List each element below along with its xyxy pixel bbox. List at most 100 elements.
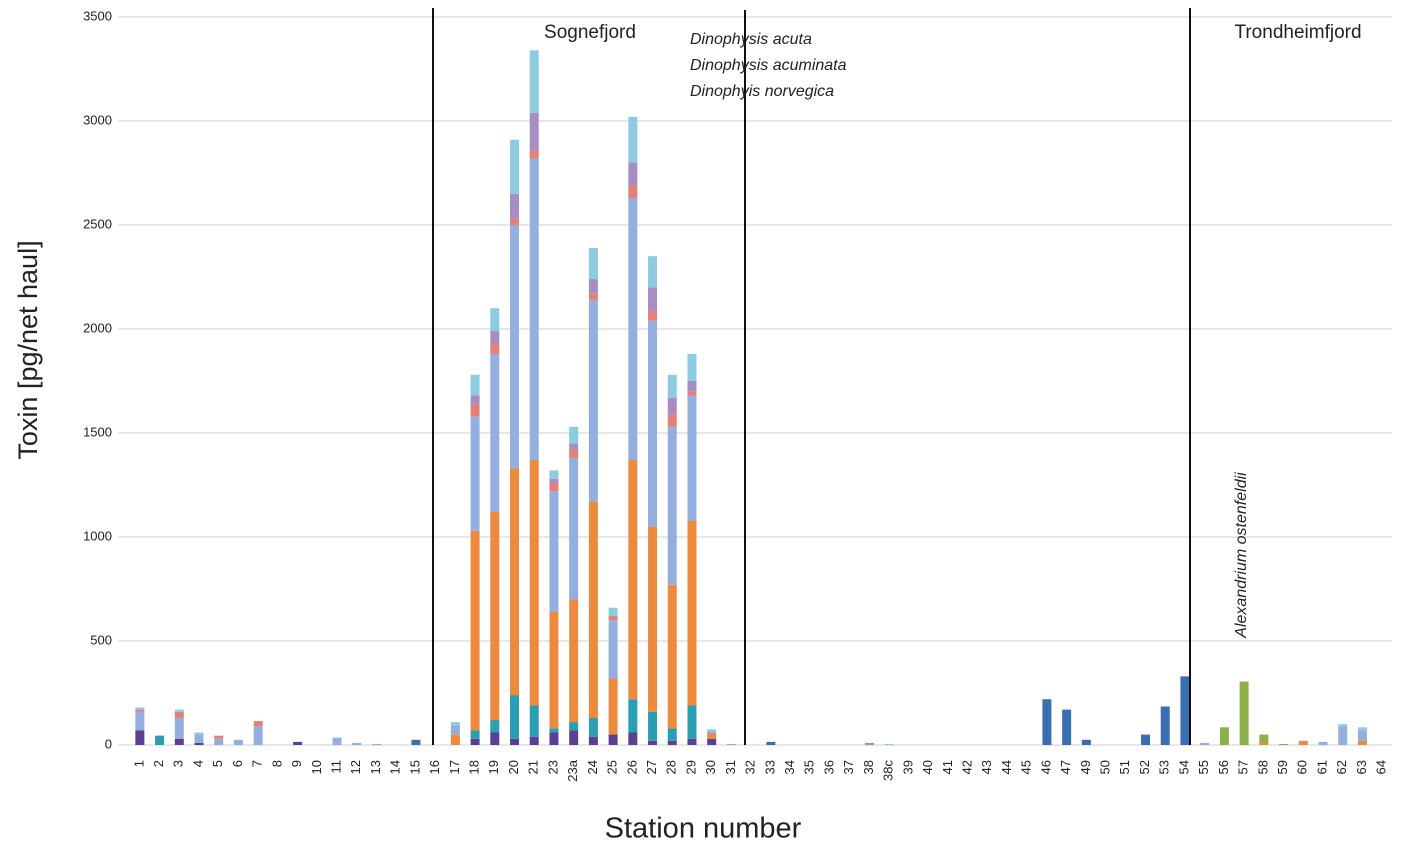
y-tick-label: 2500	[83, 216, 112, 231]
bar-segment	[569, 599, 579, 723]
bar-segment	[470, 530, 480, 731]
bar-segment	[174, 709, 184, 712]
bar-segment	[490, 720, 500, 733]
x-tick-label: 1	[131, 760, 146, 767]
x-tick-label: 58	[1255, 760, 1270, 774]
bar-segment	[628, 185, 638, 198]
bar-segment	[588, 299, 598, 502]
x-tick-label: 46	[1038, 760, 1053, 774]
bar-segment	[648, 740, 658, 745]
bar-segment	[588, 247, 598, 280]
x-tick-label: 27	[644, 760, 659, 774]
x-tick-label: 19	[486, 760, 501, 774]
y-tick-label: 1000	[83, 528, 112, 543]
x-tick-label: 51	[1117, 760, 1132, 774]
x-tick-label: 37	[841, 760, 856, 774]
bar-segment	[549, 482, 559, 492]
x-tick-label: 63	[1354, 760, 1369, 774]
x-tick-label: 38	[861, 760, 876, 774]
x-tick-label: 23	[545, 760, 560, 774]
x-tick-label: 6	[230, 760, 245, 767]
bar-segment	[155, 735, 165, 745]
bar-segment	[510, 139, 520, 194]
bar-segment	[253, 726, 263, 745]
annotation: Trondheimfjord	[1234, 22, 1361, 43]
bar-segment	[628, 116, 638, 163]
bar-segment	[687, 395, 697, 521]
bar-segment	[648, 320, 658, 527]
annotation: Dinophysis acuminata	[690, 57, 847, 74]
bar-segment	[549, 491, 559, 612]
x-tick-label: 12	[348, 760, 363, 774]
annotation: Alexandrium ostenfeldii	[1233, 472, 1250, 639]
x-tick-label: 39	[900, 760, 915, 774]
annotation: Sognefjord	[544, 22, 636, 43]
bar-segment	[510, 193, 520, 219]
bar-segment	[529, 705, 539, 737]
bar-segment	[529, 150, 539, 159]
bar-segment	[667, 397, 677, 415]
x-tick-label: 62	[1334, 760, 1349, 774]
x-tick-label: 53	[1157, 760, 1172, 774]
bar-segment	[707, 734, 717, 739]
bar-segment	[371, 743, 381, 745]
x-tick-label: 14	[388, 760, 403, 774]
bar-segment	[667, 728, 677, 741]
bar-segment	[214, 735, 224, 739]
y-tick-label: 0	[105, 736, 112, 751]
bar-segment	[490, 308, 500, 332]
bar-segment	[1141, 734, 1151, 745]
bar-segment	[628, 732, 638, 745]
x-axis-title: Station number	[605, 813, 802, 845]
bar-segment	[628, 162, 638, 186]
x-tick-label: 42	[959, 760, 974, 774]
bar-segment	[1081, 739, 1091, 745]
bar-segment	[214, 738, 224, 745]
x-tick-label: 2	[151, 760, 166, 767]
bar-segment	[135, 730, 145, 745]
bar-segment	[450, 725, 460, 735]
x-tick-label: 20	[506, 760, 521, 774]
bar-segment	[648, 310, 658, 321]
bar-segment	[510, 468, 520, 696]
x-tick-label: 7	[250, 760, 265, 767]
x-tick-label: 56	[1216, 760, 1231, 774]
x-tick-label: 47	[1058, 760, 1073, 774]
bar-segment	[293, 741, 303, 745]
x-tick-label: 25	[605, 760, 620, 774]
bar-segment	[588, 717, 598, 737]
bar-segment	[1062, 709, 1072, 745]
x-tick-label: 10	[309, 760, 324, 774]
bar-segment	[1259, 734, 1269, 743]
bar-segment	[766, 741, 776, 745]
x-tick-label: 61	[1314, 760, 1329, 774]
bar-segment	[588, 501, 598, 718]
bar-segment	[588, 293, 598, 300]
bar-segment	[352, 742, 362, 745]
x-tick-label: 52	[1137, 760, 1152, 774]
bar-segment	[470, 403, 480, 417]
bar-segment	[470, 730, 480, 739]
x-tick-label: 11	[328, 760, 343, 774]
bar-segment	[490, 512, 500, 721]
y-axis-title: Toxin [pg/net haul]	[13, 240, 43, 459]
bar-segment	[1338, 724, 1348, 727]
bar-segment	[549, 478, 559, 483]
x-tick-label: 8	[269, 760, 284, 767]
y-tick-label: 500	[90, 632, 112, 647]
bar-segment	[1180, 676, 1190, 745]
x-tick-label: 44	[999, 760, 1014, 774]
x-tick-label: 34	[782, 760, 797, 774]
bar-segment	[588, 736, 598, 745]
x-tick-label: 36	[821, 760, 836, 774]
bar-segment	[687, 391, 697, 396]
bar-segment	[135, 707, 145, 710]
bar-segment	[687, 738, 697, 745]
bar-segment	[470, 416, 480, 531]
x-tick-label: 9	[289, 760, 304, 767]
bar-segment	[707, 732, 717, 735]
x-tick-label: 35	[802, 760, 817, 774]
bar-segment	[135, 709, 145, 712]
bar-segment	[569, 443, 579, 450]
